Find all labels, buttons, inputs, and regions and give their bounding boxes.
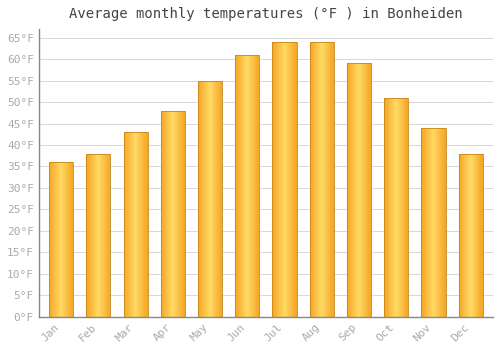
Bar: [272, 42, 296, 317]
Bar: [347, 63, 371, 317]
Bar: [458, 154, 483, 317]
Bar: [235, 55, 260, 317]
Bar: [384, 98, 408, 317]
Bar: [422, 128, 446, 317]
Bar: [124, 132, 148, 317]
Bar: [86, 154, 110, 317]
Bar: [310, 42, 334, 317]
Bar: [160, 111, 185, 317]
Bar: [198, 80, 222, 317]
Title: Average monthly temperatures (°F ) in Bonheiden: Average monthly temperatures (°F ) in Bo…: [69, 7, 462, 21]
Bar: [49, 162, 73, 317]
